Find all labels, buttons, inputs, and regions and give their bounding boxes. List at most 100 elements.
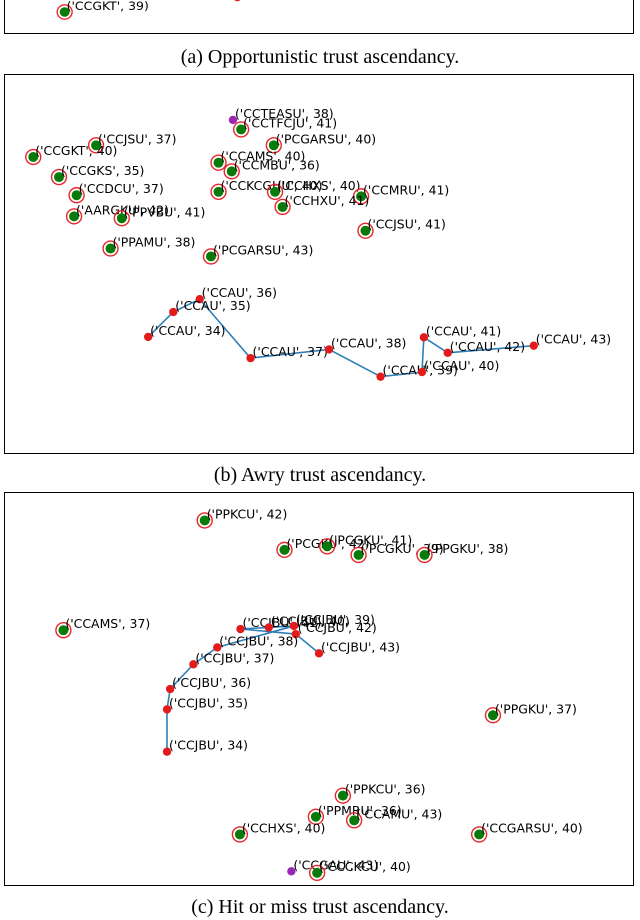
node-cchxu-41: ('CCHXU', 41) — [274, 193, 370, 216]
node-label: ('CCJBU', 41) — [242, 615, 321, 630]
node-dot-green — [105, 243, 116, 254]
node-ring — [210, 183, 227, 200]
node-label: ('CCJBU', 37) — [195, 650, 274, 665]
node-ccjbu-35: ('CCJBU', 35) — [162, 695, 248, 714]
node-label: ('CCGKT', 39) — [67, 0, 149, 13]
node-ring — [416, 546, 433, 564]
node-label: ('CCAMS', 37) — [65, 616, 150, 631]
node-ccdcu-37: ('CCDCU', 37) — [68, 181, 164, 204]
node-ppkcu-42: ('PPKCU', 42) — [196, 506, 287, 529]
node-dot-green — [474, 829, 485, 840]
node-ccteasu-38: ('CCTEASU', 38) — [228, 106, 334, 125]
panel-c-graph: ('PPKCU', 42)('PCGKU', 42)('PCGKU', 41)(… — [55, 506, 583, 882]
node-ccgarsu-40: ('CCGARSU', 40) — [470, 820, 583, 843]
node-dot-green — [199, 515, 210, 526]
node-label: ('CCMRU', 41) — [363, 182, 449, 197]
node-ring — [470, 826, 488, 843]
node-label: ('CCGARSU', 40) — [481, 820, 583, 835]
node-label: ('CCHXU', 41) — [285, 193, 370, 208]
node-label: ('CCJBU', 42) — [298, 620, 377, 635]
node-label: ('CCHXS', 40) — [277, 178, 361, 193]
node-ring — [55, 622, 72, 639]
node-label: ('CCAU', 36) — [202, 285, 277, 300]
node-ring — [50, 168, 68, 186]
node-ccmru-41: ('CCMRU', 41) — [352, 182, 449, 205]
node-ccjsu-37: ('CCJSU', 37) — [87, 131, 176, 154]
node-dot-green — [59, 7, 70, 17]
node-dot-red — [162, 747, 172, 756]
node-dot-red — [143, 332, 153, 342]
node-dot-green — [69, 211, 80, 222]
node-dot-green — [226, 166, 237, 177]
node-dot-green — [54, 172, 64, 183]
node-label: ('CCAU', 42) — [450, 339, 525, 354]
node-dot-red — [195, 294, 204, 304]
panel-a-frame: ('CCGKT', 39) ('CCCAU', 38) — [4, 0, 634, 34]
trust-path-line — [147, 298, 534, 378]
node-ring — [350, 546, 367, 564]
caption-b: (b) Awry trust ascendancy. — [213, 464, 427, 486]
node-ring — [113, 210, 130, 227]
node-label: ('CCGKT', 40) — [35, 143, 117, 158]
node-ring — [210, 154, 227, 171]
node-ccau-42: ('CCAU', 42) — [443, 339, 525, 358]
node-dot-red — [162, 705, 172, 714]
node-ring — [102, 240, 119, 257]
node-ccau-41: ('CCAU', 41) — [419, 323, 501, 342]
node-ring — [308, 864, 326, 882]
node-ring — [307, 808, 325, 825]
node-ccams-37: ('CCAMS', 37) — [55, 616, 150, 639]
node-pcgarsu-40: ('PCGARSU', 40) — [265, 131, 376, 154]
node-ring — [265, 137, 282, 154]
node-dot-red — [417, 367, 427, 377]
panel-b-frame: ('CCTEASU', 38) ('CCTFCJU', 41) ('CCJSU', … — [4, 74, 634, 454]
node-ccgkt-39: ('CCGKT', 39) — [56, 0, 149, 20]
node-label: ('CCAU', 38) — [331, 335, 406, 350]
node-label: ('CCAMU', 43) — [356, 806, 442, 821]
node-label: ('CCDCU', 37) — [79, 181, 164, 196]
node-dot-green — [205, 251, 216, 262]
node-ring — [65, 208, 83, 225]
node-label: ('CCCKCU', 40) — [319, 859, 411, 874]
node-dot-red — [169, 307, 178, 317]
node-label: ('CCGKS', 35) — [61, 163, 144, 178]
node-ccau-36: ('CCAU', 36) — [195, 285, 277, 304]
node-dot-red — [289, 621, 299, 631]
node-ring — [318, 538, 336, 555]
node-ppkcu-36: ('PPKCU', 36) — [334, 782, 426, 804]
node-dot-green — [310, 811, 321, 822]
node-ring — [232, 121, 250, 138]
node-label: ('PPMRU', 36) — [318, 803, 402, 818]
node-ccau-35: ('CCAU', 35) — [169, 298, 251, 317]
node-label: ('CCAU', 41) — [426, 323, 501, 338]
node-dot-green — [349, 815, 360, 826]
node-dot-red — [324, 345, 334, 354]
node-label: ('PPKCU', 36) — [345, 782, 426, 797]
node-ppvbu-41: ('PPVBU', 41) — [113, 204, 206, 227]
node-ring — [334, 787, 352, 804]
node-label: ('PPVBU', 41) — [124, 204, 206, 219]
node-ppmru-36: ('PPMRU', 36) — [307, 803, 402, 825]
node-dot-purple — [228, 115, 238, 125]
node-ring — [231, 826, 249, 843]
node-ring — [56, 4, 73, 20]
node-label: ('CCAMS', 40) — [221, 149, 306, 164]
node-ccau-34: ('CCAU', 34) — [143, 323, 226, 342]
node-dot-green — [360, 225, 371, 236]
node-ccjbu-42: ('CCJBU', 42) — [291, 620, 377, 639]
node-label: ('CCJBU', 34) — [169, 738, 248, 753]
node-dot-red — [189, 660, 198, 669]
node-label: ('CCGAU', 43) — [293, 857, 378, 872]
node-ring — [357, 222, 374, 239]
node-ccgkt-40: ('CCGKT', 40) — [25, 143, 117, 166]
node-label: ('PPAMU', 38) — [112, 235, 195, 250]
node-dot-green — [419, 549, 430, 560]
node-ccamu-43: ('CCAMU', 43) — [345, 806, 442, 829]
node-ccams-40: ('CCAMS', 40) — [210, 149, 306, 171]
node-dot-green — [58, 625, 69, 636]
node-dot-red — [291, 629, 300, 639]
node-label: ('CCAU', 35) — [175, 298, 250, 313]
node-label: ('CCJSU', 37) — [98, 131, 176, 146]
node-dot-green — [279, 544, 290, 555]
node-dot-red — [213, 643, 222, 652]
